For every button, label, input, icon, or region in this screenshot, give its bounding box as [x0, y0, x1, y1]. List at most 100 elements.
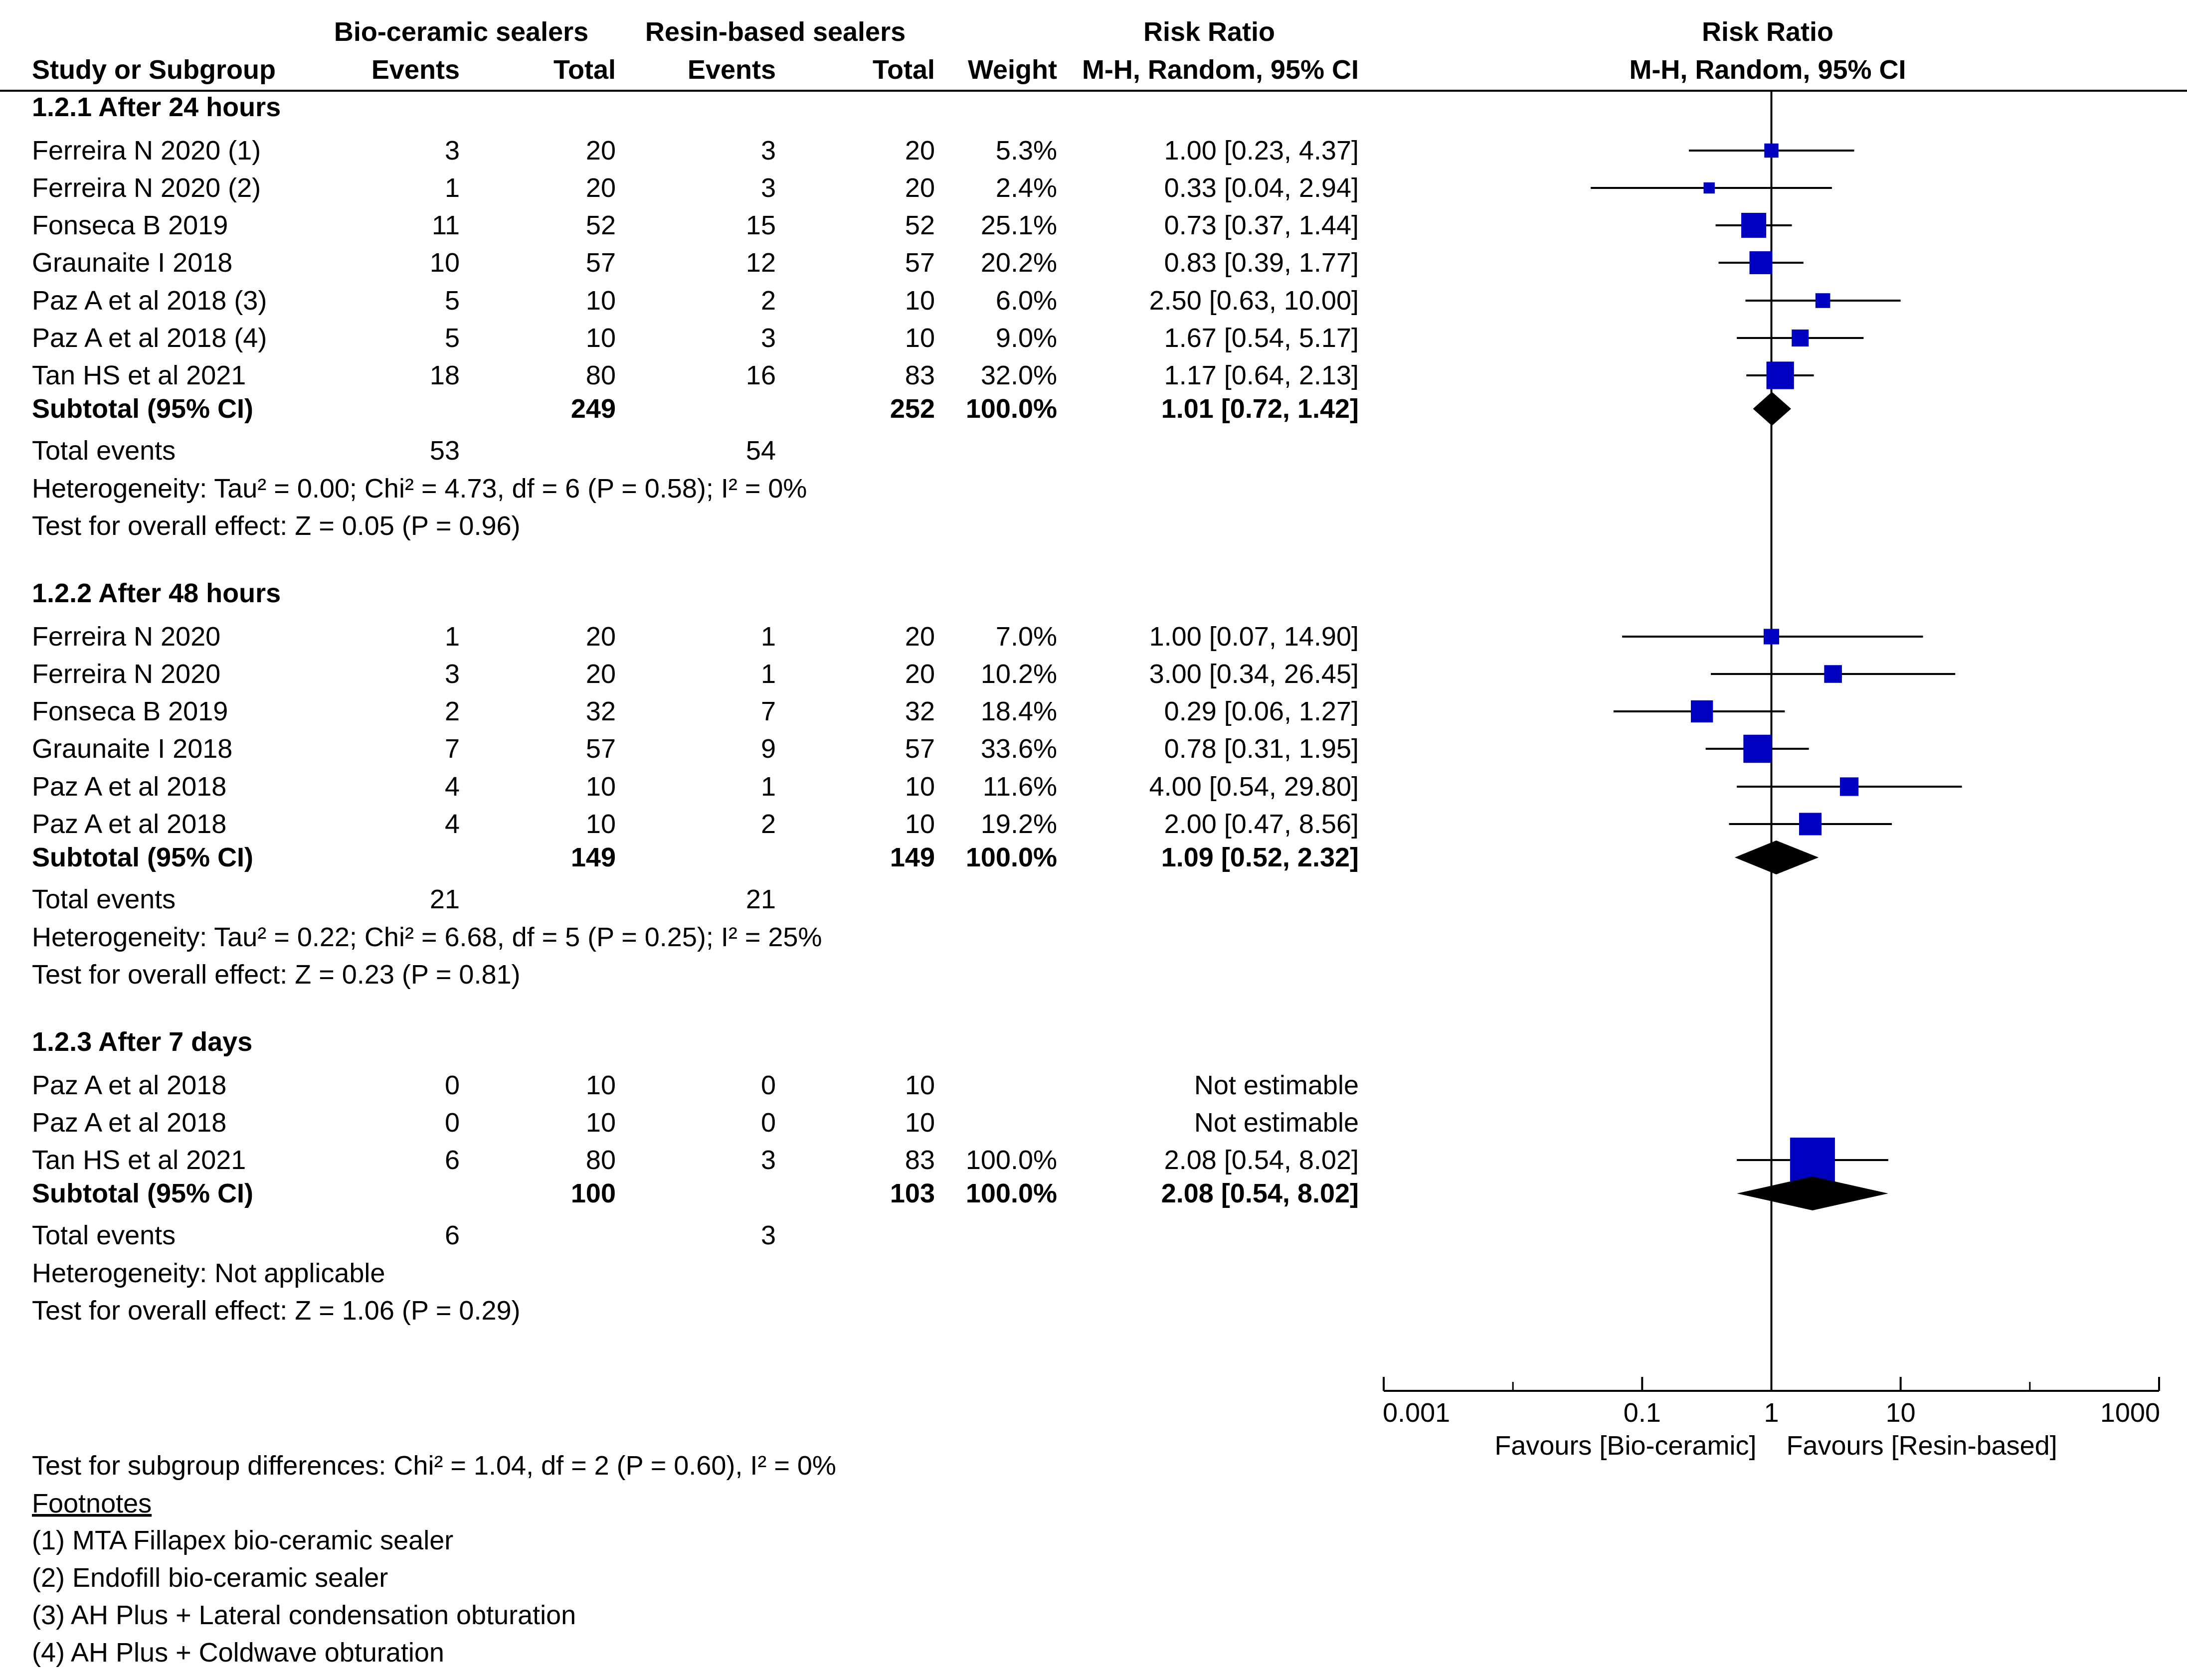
study-name: Tan HS et al 2021: [32, 1145, 246, 1175]
table-rows: 1.2.1 After 24 hours Ferreira N 2020 (1) 3…: [32, 92, 1359, 1326]
total-events1: 6: [445, 1220, 460, 1250]
study-events2: 3: [761, 1145, 776, 1175]
study-name: Graunaite I 2018: [32, 248, 232, 278]
study-ci: 1.17 [0.64, 2.13]: [1164, 360, 1359, 390]
study-weight: 10.2%: [981, 659, 1057, 689]
study-ci: Not estimable: [1194, 1108, 1359, 1138]
subtotal-ci: 1.09 [0.52, 2.32]: [1161, 842, 1359, 872]
study-name: Paz A et al 2018: [32, 1108, 226, 1138]
study-events2: 16: [746, 360, 776, 390]
study-events1: 0: [445, 1070, 460, 1100]
plot-area: 0.001 0.1 1 10 1000 Favours [Bio-ceramic] Favo…: [1383, 91, 2160, 1461]
study-marker: [1749, 251, 1773, 274]
study-ci: 0.29 [0.06, 1.27]: [1164, 696, 1359, 726]
subtotal-label: Subtotal (95% CI): [32, 1178, 253, 1208]
study-events1: 0: [445, 1108, 460, 1138]
study-name: Fonseca B 2019: [32, 210, 228, 240]
header-events2: Events: [688, 55, 776, 85]
study-total2: 10: [905, 323, 935, 353]
study-name: Ferreira N 2020: [32, 659, 220, 689]
study-events2: 2: [761, 809, 776, 839]
study-name: Graunaite I 2018: [32, 734, 232, 764]
overall-effect: Test for overall effect: Z = 1.06 (P = 0…: [32, 1296, 521, 1326]
subtotal-total2: 103: [890, 1178, 935, 1208]
total-events1: 53: [430, 436, 460, 466]
study-name: Paz A et al 2018 (4): [32, 323, 267, 353]
study-total2: 57: [905, 734, 935, 764]
summary-diamond: [1734, 840, 1819, 874]
study-total1: 20: [586, 136, 616, 166]
study-events1: 4: [445, 772, 460, 802]
header-events1: Events: [371, 55, 460, 85]
study-total1: 10: [586, 323, 616, 353]
study-marker: [1824, 665, 1842, 683]
study-total2: 20: [905, 622, 935, 652]
x-tick-label: 1: [1764, 1398, 1779, 1428]
study-total1: 57: [586, 248, 616, 278]
study-events1: 2: [445, 696, 460, 726]
header-rr-text: Risk Ratio: [1143, 17, 1275, 47]
study-name: Paz A et al 2018 (3): [32, 286, 267, 316]
study-total1: 52: [586, 210, 616, 240]
favours-left-label: Favours [Bio-ceramic]: [1494, 1431, 1756, 1461]
study-events1: 5: [445, 323, 460, 353]
summary-diamond: [1737, 1176, 1888, 1210]
study-events2: 9: [761, 734, 776, 764]
x-tick-label: 1000: [2100, 1398, 2160, 1428]
study-marker: [1815, 293, 1830, 308]
study-ci: 2.08 [0.54, 8.02]: [1164, 1145, 1359, 1175]
study-marker: [1799, 813, 1822, 836]
study-events1: 1: [445, 622, 460, 652]
study-total2: 10: [905, 1108, 935, 1138]
study-total1: 10: [586, 286, 616, 316]
study-total1: 80: [586, 1145, 616, 1175]
x-tick-label: 0.1: [1624, 1398, 1661, 1428]
total-events2: 3: [761, 1220, 776, 1250]
study-ci: 0.73 [0.37, 1.44]: [1164, 210, 1359, 240]
study-marker: [1703, 182, 1715, 194]
study-events1: 6: [445, 1145, 460, 1175]
header-total2: Total: [873, 55, 935, 85]
study-events2: 3: [761, 323, 776, 353]
study-ci: 4.00 [0.54, 29.80]: [1149, 772, 1359, 802]
study-weight: 5.3%: [996, 136, 1057, 166]
header-rr-plot: Risk Ratio: [1702, 17, 1833, 47]
study-marker: [1792, 330, 1809, 346]
study-total1: 20: [586, 173, 616, 203]
study-total2: 10: [905, 809, 935, 839]
study-total2: 32: [905, 696, 935, 726]
study-ci: 1.00 [0.23, 4.37]: [1164, 136, 1359, 166]
study-marker: [1741, 212, 1767, 238]
study-ci: 0.78 [0.31, 1.95]: [1164, 734, 1359, 764]
study-total1: 80: [586, 360, 616, 390]
favours-right-label: Favours [Resin-based]: [1787, 1431, 2057, 1461]
subgroup-title: 1.2.2 After 48 hours: [32, 578, 281, 608]
study-events2: 0: [761, 1070, 776, 1100]
footnote-2: (2) Endofill bio-ceramic sealer: [32, 1563, 388, 1593]
subtotal-weight: 100.0%: [966, 1178, 1057, 1208]
study-ci: 3.00 [0.34, 26.45]: [1149, 659, 1359, 689]
study-events2: 12: [746, 248, 776, 278]
study-total2: 10: [905, 1070, 935, 1100]
study-total1: 10: [586, 1108, 616, 1138]
study-ci: 0.33 [0.04, 2.94]: [1164, 173, 1359, 203]
study-weight: 11.6%: [983, 772, 1057, 802]
overall-effect: Test for overall effect: Z = 0.05 (P = 0…: [32, 511, 521, 541]
study-weight: 18.4%: [981, 696, 1057, 726]
study-events2: 0: [761, 1108, 776, 1138]
study-events1: 3: [445, 659, 460, 689]
study-ci: 2.00 [0.47, 8.56]: [1164, 809, 1359, 839]
subtotal-label: Subtotal (95% CI): [32, 842, 253, 872]
subtotal-ci: 2.08 [0.54, 8.02]: [1161, 1178, 1359, 1208]
study-ci: 2.50 [0.63, 10.00]: [1149, 286, 1359, 316]
x-tick-label: 0.001: [1383, 1398, 1450, 1428]
study-events1: 5: [445, 286, 460, 316]
study-ci: 0.83 [0.39, 1.77]: [1164, 248, 1359, 278]
study-total1: 32: [586, 696, 616, 726]
study-total1: 57: [586, 734, 616, 764]
study-name: Paz A et al 2018: [32, 1070, 226, 1100]
study-weight: 6.0%: [996, 286, 1057, 316]
header-weight: Weight: [968, 55, 1057, 85]
study-weight: 25.1%: [981, 210, 1057, 240]
study-marker: [1790, 1138, 1835, 1182]
